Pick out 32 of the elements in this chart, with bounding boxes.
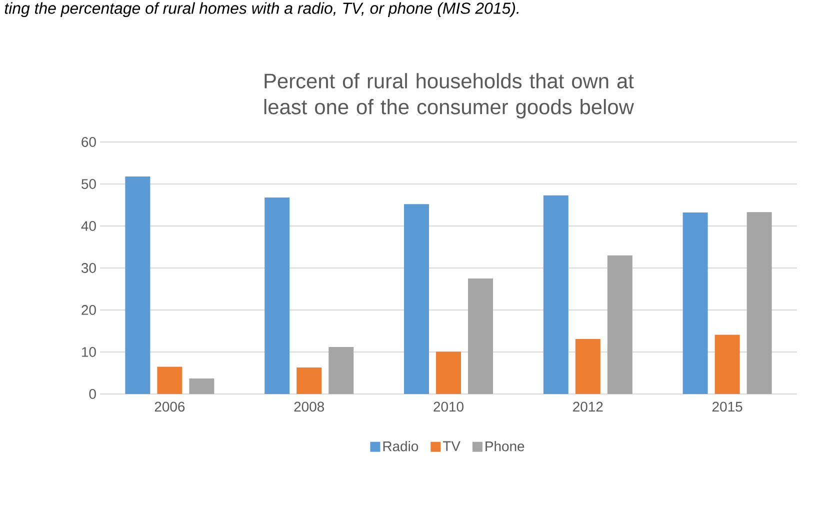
bar: [436, 352, 462, 394]
x-tick-label: 2010: [434, 402, 464, 412]
y-tick-label: 20: [82, 305, 96, 315]
x-tick-label: 2015: [712, 402, 742, 412]
x-tick-label: 2012: [573, 402, 603, 412]
x-tick-label: 2008: [294, 402, 324, 412]
bar: [157, 366, 182, 394]
text: ting the percentage of rural homes with a radio, TV, or phone (MIS 2015).: [4, 2, 518, 18]
bar: [714, 334, 740, 394]
y-tick-label: 40: [81, 221, 96, 231]
bar: [575, 338, 600, 394]
y-tick-label: 10: [82, 347, 96, 357]
bar: [328, 346, 354, 394]
bar: [682, 212, 708, 394]
bar: [468, 278, 494, 394]
bar: [264, 197, 290, 394]
y-tick-label: 30: [82, 263, 96, 273]
bar: [746, 212, 772, 394]
bar: [296, 368, 322, 394]
bar: [607, 255, 632, 394]
legend-label: TV: [442, 441, 460, 451]
legend-label: Phone: [486, 441, 524, 452]
bar: [189, 378, 214, 394]
legend-label: Radio: [383, 441, 418, 452]
bar: [543, 195, 568, 394]
y-tick-label: 0: [89, 389, 96, 399]
bar: [404, 204, 430, 394]
x-tick-label: 2006: [154, 402, 185, 412]
y-tick-label: 60: [82, 137, 96, 147]
bar: [125, 176, 150, 394]
y-tick-label: 50: [82, 179, 96, 189]
chart-title: Percent of rural households that own at least one of the consumer goods below: [264, 73, 634, 119]
